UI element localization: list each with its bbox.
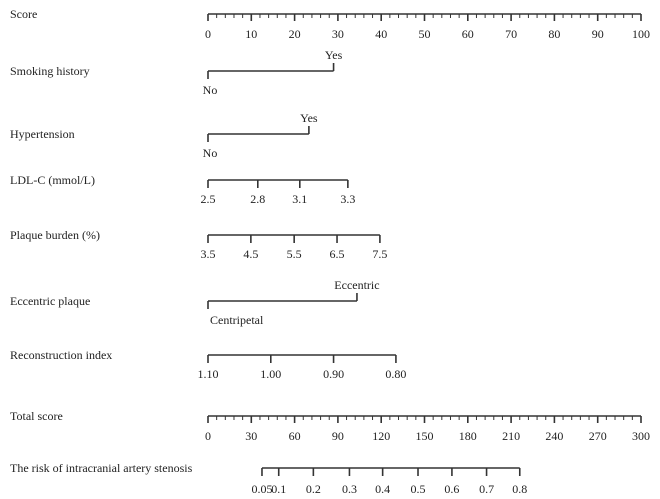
risk-tick-label: 0.4: [375, 482, 390, 496]
score-tick-label: 10: [245, 27, 257, 41]
risk-tick-label: 0.3: [342, 482, 357, 496]
var-plaque-burden-level-label: 5.5: [287, 247, 302, 261]
risk-tick-label: 0.8: [512, 482, 527, 496]
var-reconstruction-index-level-label: 1.00: [260, 367, 281, 381]
total-score-tick-label: 150: [416, 429, 434, 443]
score-label: Score: [10, 7, 37, 21]
score-tick-label: 70: [505, 27, 517, 41]
total-score-tick-label: 270: [589, 429, 607, 443]
total-score-tick-label: 60: [289, 429, 301, 443]
var-eccentric-plaque-level-label: Centripetal: [210, 313, 264, 327]
var-plaque-burden-level-label: 3.5: [201, 247, 216, 261]
total-score-tick-label: 300: [632, 429, 650, 443]
var-smoking-history-label: Smoking history: [10, 64, 90, 78]
var-ldl-c-mmol-l-label: LDL-C (mmol/L): [10, 173, 95, 187]
var-eccentric-plaque-label: Eccentric plaque: [10, 294, 90, 308]
total-score-tick-label: 240: [545, 429, 563, 443]
var-plaque-burden-level-label: 4.5: [243, 247, 258, 261]
var-ldl-c-mmol-l-level-label: 3.3: [340, 192, 355, 206]
risk-tick-label: 0.5: [411, 482, 426, 496]
var-smoking-history-level-label: No: [203, 83, 218, 97]
var-plaque-burden-level-label: 7.5: [372, 247, 387, 261]
score-tick-label: 50: [419, 27, 431, 41]
var-plaque-burden-level-label: 6.5: [330, 247, 345, 261]
total-score-tick-label: 0: [205, 429, 211, 443]
score-tick-label: 30: [332, 27, 344, 41]
score-tick-label: 100: [632, 27, 650, 41]
risk-tick-label: 0.7: [479, 482, 494, 496]
var-smoking-history-level-label: Yes: [325, 48, 343, 62]
var-ldl-c-mmol-l-level-label: 2.5: [201, 192, 216, 206]
score-tick-label: 40: [375, 27, 387, 41]
score-tick-label: 0: [205, 27, 211, 41]
risk-tick-label: 0.05: [251, 482, 272, 496]
risk-tick-label: 0.1: [271, 482, 286, 496]
total-score-tick-label: 90: [332, 429, 344, 443]
var-ldl-c-mmol-l-level-label: 2.8: [250, 192, 265, 206]
risk-label: The risk of intracranial artery stenosis: [10, 461, 193, 475]
var-eccentric-plaque-level-label: Eccentric: [334, 278, 379, 292]
var-reconstruction-index-label: Reconstruction index: [10, 348, 112, 362]
var-reconstruction-index-level-label: 0.90: [323, 367, 344, 381]
total-score-tick-label: 30: [245, 429, 257, 443]
var-plaque-burden-label: Plaque burden (%): [10, 228, 100, 242]
var-hypertension-label: Hypertension: [10, 127, 75, 141]
total-score-tick-label: 210: [502, 429, 520, 443]
total-score-tick-label: 180: [459, 429, 477, 443]
score-tick-label: 90: [592, 27, 604, 41]
total-score-tick-label: 120: [372, 429, 390, 443]
var-reconstruction-index-level-label: 0.80: [385, 367, 406, 381]
risk-tick-label: 0.6: [444, 482, 459, 496]
score-tick-label: 60: [462, 27, 474, 41]
score-tick-label: 20: [289, 27, 301, 41]
var-ldl-c-mmol-l-level-label: 3.1: [292, 192, 307, 206]
var-reconstruction-index-level-label: 1.10: [198, 367, 219, 381]
total-score-label: Total score: [10, 409, 63, 423]
risk-tick-label: 0.2: [306, 482, 321, 496]
var-hypertension-level-label: No: [203, 146, 218, 160]
var-hypertension-level-label: Yes: [300, 111, 318, 125]
score-tick-label: 80: [548, 27, 560, 41]
